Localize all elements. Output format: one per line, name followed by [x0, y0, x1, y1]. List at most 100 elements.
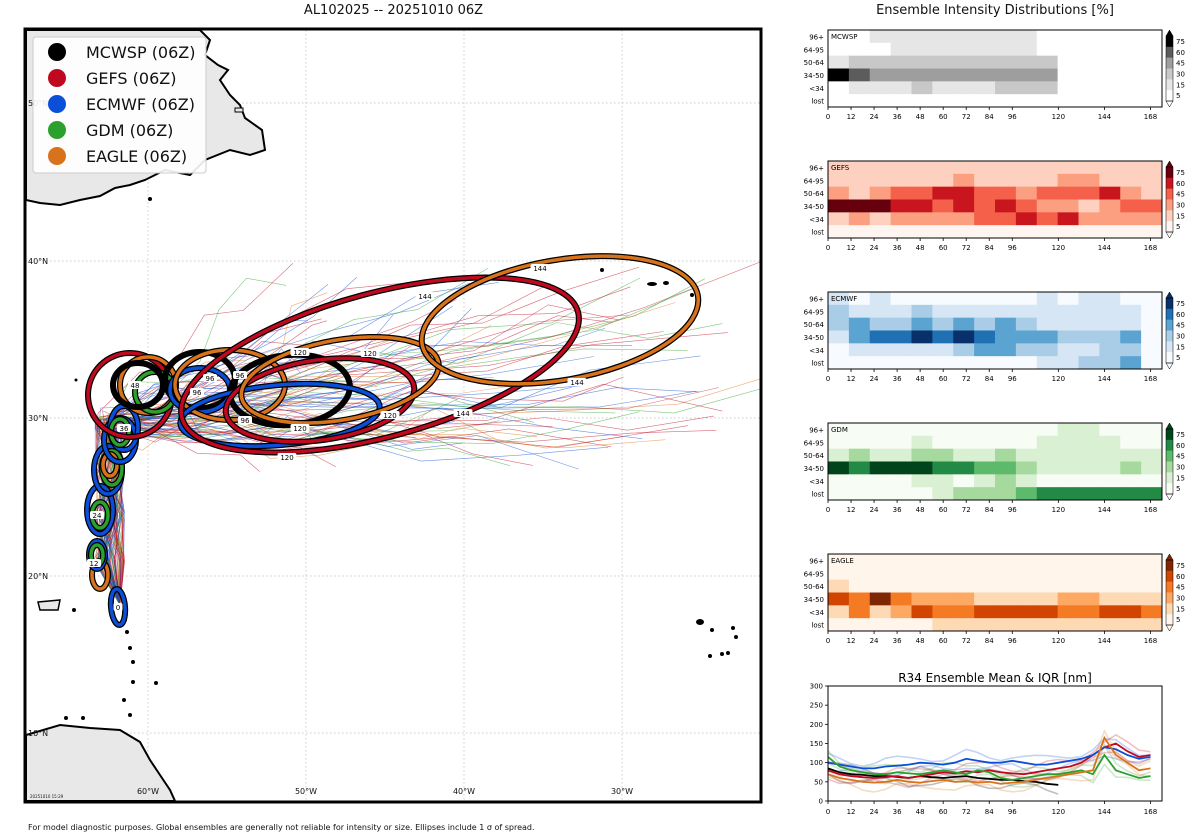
colorbar-band	[1166, 581, 1173, 593]
ellipse-tag: 24	[93, 512, 102, 520]
ellipse-tag: 120	[280, 454, 293, 462]
heatmap-cell	[953, 592, 975, 606]
heatmap-cell	[1120, 55, 1142, 69]
heatmap-cell	[848, 212, 871, 226]
spread-ellipse	[179, 275, 581, 455]
panel-frame	[827, 160, 1163, 239]
heatmap-cell	[1099, 55, 1121, 69]
heatmap-cell	[1036, 94, 1059, 108]
heatmap-cell	[1015, 474, 1038, 488]
heatmap-cell	[1057, 212, 1079, 226]
colorbar-band	[1166, 46, 1173, 58]
heatmap-cell	[890, 461, 912, 475]
heatmap-cell	[1141, 592, 1163, 606]
heatmap-cell	[953, 343, 975, 357]
heatmap-cell	[890, 225, 912, 239]
heatmap-cell	[890, 30, 912, 44]
heatmap-cell	[1078, 292, 1100, 306]
colorbar-frame	[1165, 166, 1174, 233]
heatmap-cell	[953, 461, 975, 475]
colorbar-min-arrow	[1165, 624, 1174, 632]
heatmap-cell	[828, 225, 850, 239]
colorbar-band	[1166, 330, 1173, 342]
heatmap-cell	[1099, 592, 1121, 606]
heatmap-cell	[1141, 317, 1163, 331]
y-tick-label: 50-64	[804, 321, 825, 329]
heatmap-cell	[1036, 330, 1059, 344]
heatmap-cell	[953, 30, 975, 44]
panel-frame	[827, 29, 1163, 108]
heatmap-cell	[953, 579, 975, 593]
heatmap-cell	[1120, 435, 1142, 450]
heatmap-cell	[1099, 605, 1121, 619]
heatmap-cell	[1078, 423, 1100, 437]
heatmap-cell	[932, 94, 954, 108]
x-tick-label: 36	[893, 375, 902, 383]
heatmap-cell	[1078, 30, 1100, 44]
heatmap-cell	[869, 212, 892, 226]
heatmap-cell	[911, 330, 933, 344]
heatmap-cell	[1036, 592, 1059, 606]
heatmap-cell	[974, 161, 996, 175]
r34-x-tick-label: 168	[1144, 808, 1157, 816]
heatmap-cell	[1057, 199, 1079, 213]
heatmap-cell	[1057, 225, 1079, 239]
r34-mean-line-ecmwf	[827, 746, 1151, 770]
heatmap-cell	[1141, 423, 1163, 437]
x-tick-label: 96	[1008, 375, 1017, 383]
colorbar-band	[1166, 603, 1173, 615]
colorbar-band	[1166, 90, 1173, 102]
spread-ellipse	[239, 335, 441, 425]
ellipse-tag-bg	[238, 416, 252, 424]
heatmap-cell	[932, 225, 954, 239]
heatmap-cell	[974, 330, 996, 344]
lon-label-30: 30°W	[611, 787, 633, 796]
x-tick-label: 12	[847, 375, 856, 383]
heatmap-cell	[848, 474, 871, 488]
colorbar-label: 75	[1176, 431, 1185, 439]
ellipse-tag-bg	[117, 424, 131, 432]
heatmap-cell	[890, 292, 912, 306]
heatmap-cell	[995, 94, 1017, 108]
heatmap-cell	[1120, 30, 1142, 44]
r34-x-tick-label: 12	[847, 808, 856, 816]
heatmap-cell	[828, 356, 850, 370]
heatmap-cell	[1099, 225, 1121, 239]
colorbar-label: 5	[1176, 354, 1180, 362]
legend-label: MCWSP (06Z)	[86, 43, 196, 62]
ellipse-tag: 12	[90, 560, 99, 568]
ellipse-tag-bg	[290, 348, 310, 356]
colorbar-label: 75	[1176, 562, 1185, 570]
r34-x-tick-label: 120	[1052, 808, 1065, 816]
colorbar-label: 45	[1176, 322, 1185, 330]
colorbar-max-arrow	[1165, 160, 1174, 168]
heatmap-cell	[1057, 448, 1079, 462]
heatmap-cell	[1078, 579, 1100, 593]
heatmap-cell	[1015, 343, 1038, 357]
heatmap-cell	[1036, 292, 1059, 306]
heatmap-cell	[1036, 161, 1059, 175]
colorbar-band	[1166, 68, 1173, 80]
x-tick-label: 0	[826, 506, 830, 514]
heatmap-cell	[995, 55, 1017, 69]
heatmap-cell	[995, 317, 1017, 331]
heatmap-cell	[911, 173, 933, 188]
heatmap-cell	[1057, 94, 1079, 108]
heatmap-cell	[869, 423, 892, 437]
x-tick-label: 84	[985, 506, 994, 514]
legend-marker	[48, 95, 66, 113]
heatmap-cell	[1015, 225, 1038, 239]
heatmap-cell	[974, 225, 996, 239]
heatmap-cell	[974, 42, 996, 57]
colorbar-band	[1166, 429, 1173, 441]
heatmap-cell	[890, 343, 912, 357]
heatmap-cell	[848, 68, 871, 82]
colorbar-min-arrow	[1165, 362, 1174, 370]
x-tick-label: 96	[1008, 637, 1017, 645]
heatmap-cell	[1120, 42, 1142, 57]
heatmap-cell	[1099, 94, 1121, 108]
heatmap-cell	[911, 81, 933, 95]
heatmap-cell	[1015, 81, 1038, 95]
heatmap-cell	[1120, 487, 1142, 501]
